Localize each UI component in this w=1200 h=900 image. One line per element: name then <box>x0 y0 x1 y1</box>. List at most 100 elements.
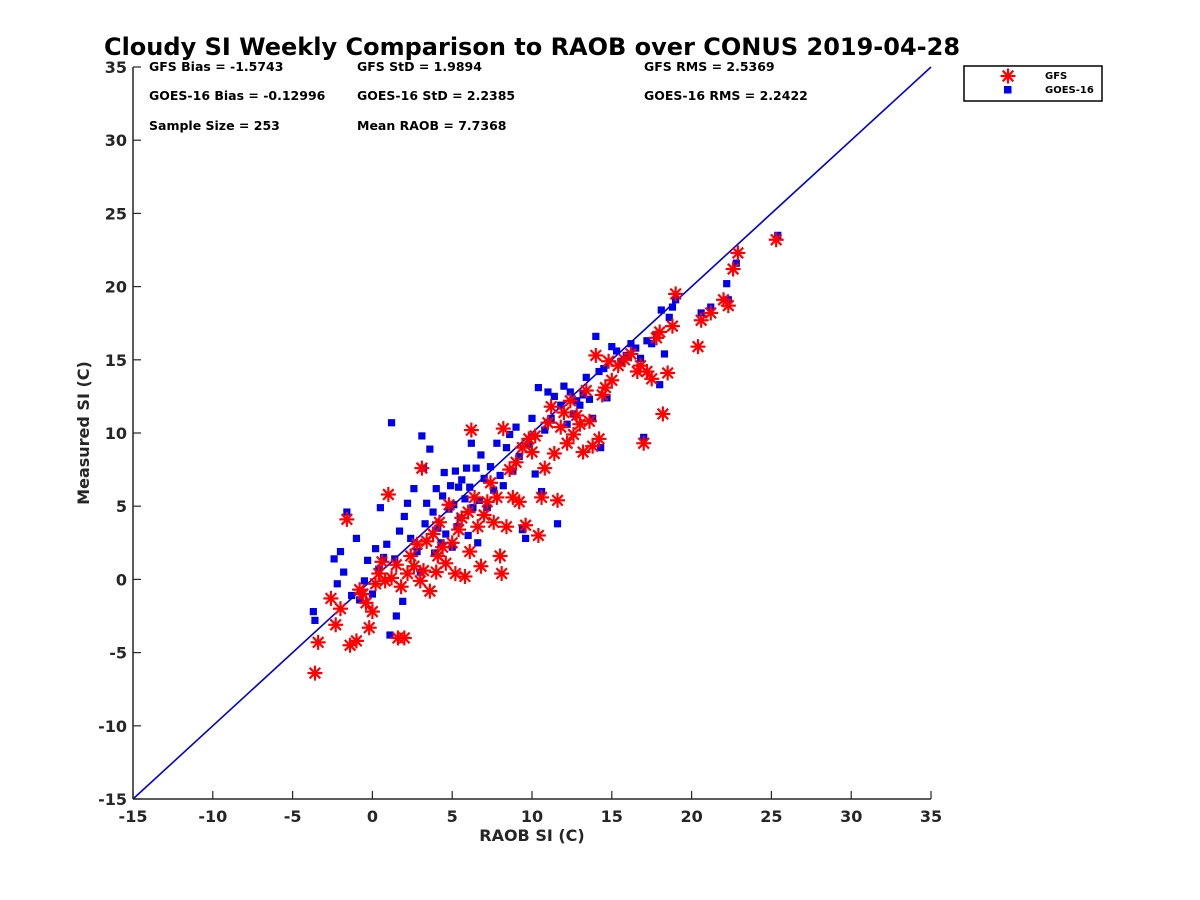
x-tick-label: 30 <box>840 807 862 826</box>
stat-goes-bias: GOES-16 Bias = -0.12996 <box>149 88 326 103</box>
data-point-gfs <box>556 405 572 421</box>
data-point-goes-16 <box>336 547 345 556</box>
x-axis-ticks: -15 -10 -5 0 5 10 15 20 25 30 35 <box>119 791 942 826</box>
data-point-gfs <box>384 570 400 586</box>
data-point-gfs <box>393 579 409 595</box>
data-point-goes-16 <box>774 231 782 239</box>
data-point-goes-16 <box>643 337 651 345</box>
data-point-gfs <box>388 557 404 573</box>
data-point-gfs <box>483 475 499 491</box>
data-point-goes-16 <box>490 486 498 494</box>
data-point-goes-16 <box>600 364 608 373</box>
y-tick-label: -10 <box>98 717 127 736</box>
data-point-goes-16 <box>461 495 469 503</box>
data-point-gfs <box>431 514 447 530</box>
legend-label-gfs: GFS <box>1045 71 1067 82</box>
legend-label-goes: GOES-16 <box>1045 85 1094 96</box>
data-point-gfs <box>492 548 508 564</box>
data-point-goes-16 <box>585 395 594 403</box>
data-point-goes-16 <box>356 596 364 604</box>
data-point-gfs <box>489 489 505 505</box>
data-point-goes-16 <box>597 444 605 452</box>
data-point-goes-16 <box>432 485 440 493</box>
data-point-gfs <box>543 399 559 415</box>
data-point-goes-16 <box>416 568 424 576</box>
data-point-gfs <box>768 232 784 248</box>
data-point-goes-16 <box>608 343 616 351</box>
legend: GFS GOES-16 <box>963 65 1103 102</box>
data-point-goes-16 <box>434 524 442 532</box>
data-point-gfs <box>495 421 511 437</box>
data-point-gfs <box>623 346 639 362</box>
y-tick-label: 20 <box>105 278 127 297</box>
data-point-goes-16 <box>464 531 472 540</box>
data-point-gfs <box>428 564 444 580</box>
data-point-goes-16 <box>550 392 558 400</box>
data-point-gfs <box>451 522 467 538</box>
data-point-goes-16 <box>376 504 384 512</box>
plot-area <box>132 66 932 800</box>
data-point-goes-16 <box>569 410 578 418</box>
data-point-goes-16 <box>576 401 584 409</box>
data-point-goes-16 <box>387 419 396 427</box>
y-tick-label: -5 <box>109 644 127 663</box>
data-point-goes-16 <box>309 608 317 616</box>
data-point-goes-16 <box>622 351 630 360</box>
data-point-goes-16 <box>395 527 404 535</box>
data-point-gfs <box>494 566 510 582</box>
data-point-gfs <box>703 305 719 321</box>
data-point-goes-16 <box>648 340 656 348</box>
data-point-gfs <box>530 527 546 543</box>
data-point-goes-16 <box>566 388 574 396</box>
data-point-goes-16 <box>480 474 488 482</box>
data-point-gfs <box>524 444 540 460</box>
data-point-goes-16 <box>474 539 482 547</box>
data-point-goes-16 <box>528 414 536 422</box>
data-point-goes-16 <box>603 394 611 402</box>
data-point-goes-16 <box>732 259 740 267</box>
data-point-goes-16 <box>410 485 418 493</box>
x-tick-label: -10 <box>198 807 227 826</box>
data-point-gfs <box>339 511 355 527</box>
data-point-gfs <box>508 454 524 470</box>
data-point-goes-16 <box>466 483 474 491</box>
data-point-gfs <box>380 486 396 502</box>
data-point-gfs <box>588 347 604 363</box>
legend-marker-gfs <box>1000 68 1016 84</box>
data-point-goes-16 <box>506 430 514 439</box>
stat-sample-size: Sample Size = 253 <box>149 118 280 133</box>
y-tick-label: 0 <box>116 570 127 589</box>
data-point-gfs <box>553 419 569 435</box>
data-point-gfs <box>562 393 578 409</box>
data-point-gfs <box>414 460 430 476</box>
stat-gfs-bias: GFS Bias = -1.5743 <box>149 59 283 74</box>
data-point-goes-16 <box>668 303 677 311</box>
data-point-goes-16 <box>665 313 673 321</box>
data-point-goes-16 <box>439 492 447 500</box>
chart-title: Cloudy SI Weekly Comparison to RAOB over… <box>104 33 960 61</box>
data-point-goes-16 <box>477 451 485 459</box>
data-point-gfs <box>396 630 412 646</box>
data-point-gfs <box>415 563 431 579</box>
data-point-gfs <box>467 489 483 505</box>
data-point-gfs <box>332 601 348 617</box>
data-point-gfs <box>546 445 562 461</box>
x-tick-label: 35 <box>920 807 942 826</box>
data-point-gfs <box>328 617 344 633</box>
data-point-goes-16 <box>437 539 445 547</box>
data-point-goes-16 <box>399 597 407 605</box>
data-point-gfs <box>655 406 671 422</box>
data-point-goes-16 <box>454 483 463 491</box>
data-point-goes-16 <box>560 382 568 390</box>
data-point-goes-16 <box>656 381 664 389</box>
data-point-gfs <box>540 415 556 431</box>
y-axis-label: Measured SI (C) <box>74 361 93 505</box>
data-point-goes-16 <box>352 534 361 543</box>
data-point-gfs <box>664 318 680 334</box>
data-point-goes-16 <box>360 577 369 585</box>
data-point-goes-16 <box>333 580 341 588</box>
data-point-goes-16 <box>330 555 338 563</box>
data-point-gfs <box>565 426 581 442</box>
data-point-gfs <box>644 371 660 387</box>
